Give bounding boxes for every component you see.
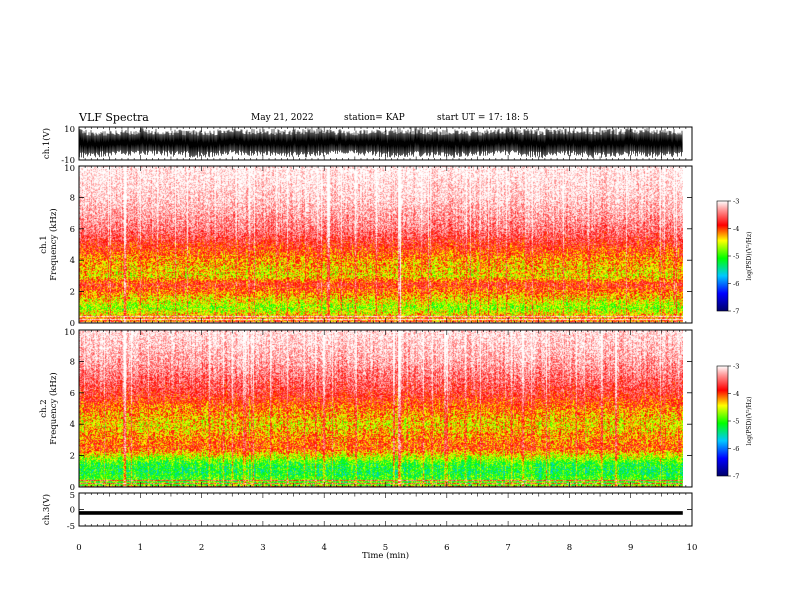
colorbar-label: log(PSD)(V²/Hz) bbox=[746, 232, 753, 281]
colorbar-tick-label: -4 bbox=[733, 390, 739, 398]
colorbar-tick-label: -5 bbox=[733, 418, 739, 426]
y-tick-label: 5 bbox=[70, 491, 75, 501]
colorbar-ch2 bbox=[716, 365, 729, 477]
x-tick-label: 10 bbox=[687, 543, 698, 553]
x-tick-label: 9 bbox=[628, 543, 633, 553]
colorbar-tick-label: -3 bbox=[733, 363, 739, 371]
y-axis-label: Frequency (kHz) bbox=[48, 372, 59, 444]
y-tick-label: 4 bbox=[70, 256, 75, 266]
start-time-label: start UT = 17: 18: 5 bbox=[437, 113, 529, 123]
y-tick-label: 2 bbox=[70, 452, 75, 462]
y-tick-label: 6 bbox=[70, 389, 75, 399]
y-tick-label: -5 bbox=[67, 522, 75, 532]
y-tick-label: 2 bbox=[70, 288, 75, 298]
y-tick-label: 10 bbox=[64, 164, 75, 174]
y-tick-label: 0 bbox=[70, 483, 75, 493]
figure-title: VLF Spectra bbox=[79, 111, 149, 124]
colorbar-tick-label: -3 bbox=[733, 198, 739, 206]
y-axis-label: ch.1(V) bbox=[41, 128, 52, 159]
x-tick-label: 4 bbox=[321, 543, 326, 553]
y-tick-label: 0 bbox=[70, 506, 75, 516]
colorbar-tick-label: -7 bbox=[733, 473, 739, 481]
y-tick-label: 6 bbox=[70, 225, 75, 235]
colorbar-label: log(PSD)(V²/Hz) bbox=[746, 397, 753, 446]
y-tick-label: 8 bbox=[70, 357, 75, 367]
ch3-waveform-trace bbox=[79, 511, 683, 515]
y-axis-label: Frequency (kHz) bbox=[48, 208, 59, 280]
y-tick-label: 8 bbox=[70, 193, 75, 203]
y-tick-label: -10 bbox=[61, 156, 75, 166]
x-tick-label: 2 bbox=[199, 543, 204, 553]
x-tick-label: 1 bbox=[138, 543, 143, 553]
colorbar-tick-label: -6 bbox=[733, 280, 739, 288]
y-tick-label: 0 bbox=[70, 319, 75, 329]
x-tick-label: 6 bbox=[444, 543, 449, 553]
colorbar-tick-label: -4 bbox=[733, 225, 739, 233]
spectrogram-ch1 bbox=[79, 166, 683, 323]
y-tick-label: 10 bbox=[64, 328, 75, 338]
station-label: station= KAP bbox=[344, 113, 405, 123]
x-axis-label: Time (min) bbox=[362, 550, 409, 561]
colorbar-tick-label: -6 bbox=[733, 445, 739, 453]
x-tick-label: 0 bbox=[76, 543, 81, 553]
y-axis-label: ch.3(V) bbox=[41, 494, 52, 525]
x-tick-label: 8 bbox=[567, 543, 572, 553]
colorbar-tick-label: -5 bbox=[733, 253, 739, 261]
y-tick-label: 4 bbox=[70, 420, 75, 430]
colorbar-ch1 bbox=[716, 200, 729, 312]
x-tick-label: 5 bbox=[383, 543, 388, 553]
spectrogram-ch2 bbox=[79, 330, 683, 487]
colorbar-tick-label: -7 bbox=[733, 308, 739, 316]
date-label: May 21, 2022 bbox=[251, 113, 314, 123]
y-tick-label: 10 bbox=[64, 125, 75, 135]
x-tick-label: 7 bbox=[505, 543, 510, 553]
y-axis-label: ch.1 bbox=[39, 235, 49, 253]
x-tick-label: 3 bbox=[260, 543, 265, 553]
y-axis-label: ch.2 bbox=[39, 399, 49, 417]
ch1-waveform-trace bbox=[78, 127, 683, 159]
